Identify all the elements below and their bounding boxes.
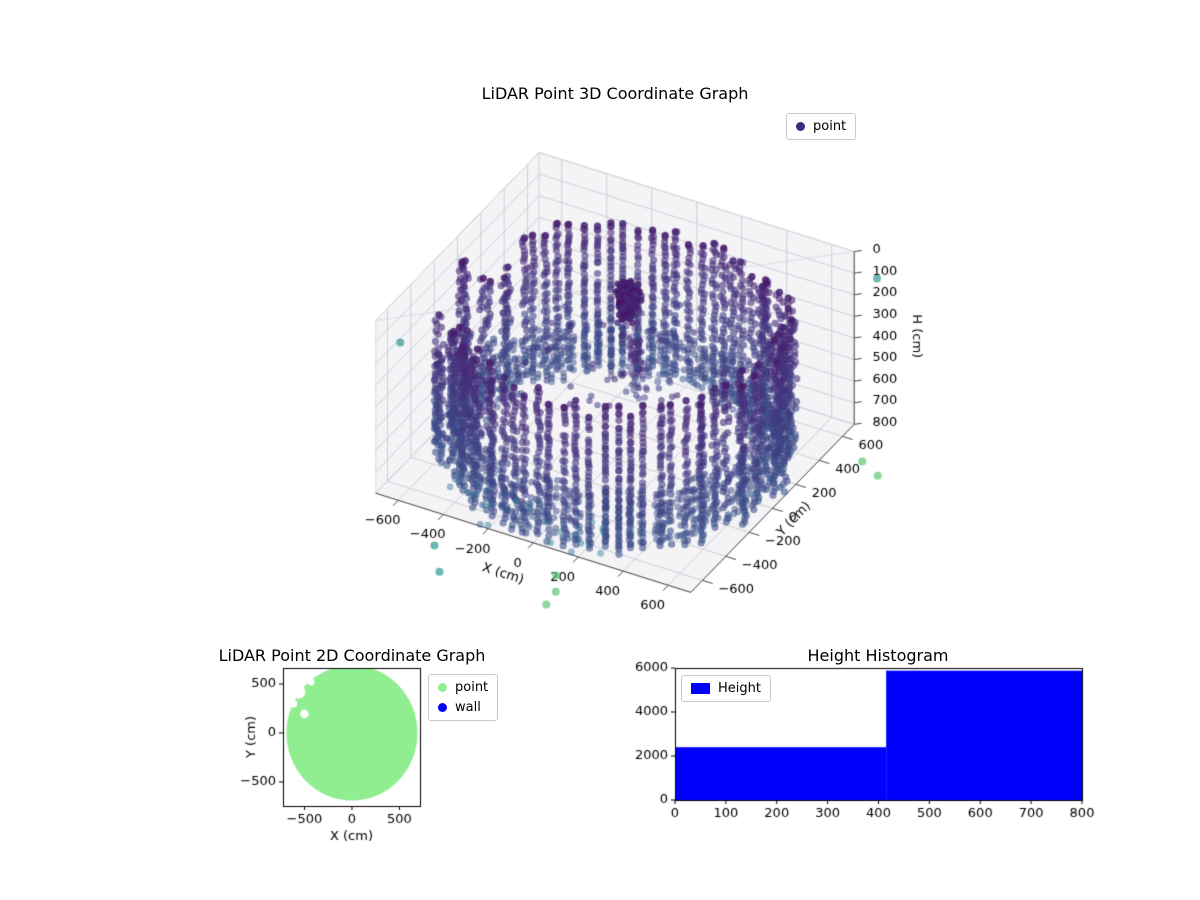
- histogram-title: Height Histogram: [807, 646, 949, 665]
- legend-entry-height: Height: [691, 680, 761, 697]
- plot3d-axes: [370, 150, 880, 620]
- legend-entry-wall: wall: [438, 699, 488, 716]
- legend-label-height: Height: [718, 681, 761, 696]
- wall-marker-icon: [438, 703, 447, 712]
- plot3d-legend: point: [786, 113, 857, 140]
- plot2d-legend: point wall: [428, 674, 499, 721]
- plot2d-title: LiDAR Point 2D Coordinate Graph: [218, 646, 486, 665]
- point-marker-icon: [438, 683, 447, 692]
- height-swatch-icon: [691, 683, 710, 694]
- plot2d-axes: [283, 668, 420, 806]
- histogram-legend: Height: [681, 675, 771, 702]
- legend-label-wall: wall: [455, 700, 481, 715]
- legend-label-point: point: [455, 680, 489, 695]
- legend-entry-point: point: [438, 679, 488, 696]
- point-marker-icon: [796, 122, 805, 131]
- legend-label-point: point: [813, 119, 847, 134]
- legend-entry-point: point: [796, 118, 846, 135]
- plot3d-title: LiDAR Point 3D Coordinate Graph: [481, 84, 749, 103]
